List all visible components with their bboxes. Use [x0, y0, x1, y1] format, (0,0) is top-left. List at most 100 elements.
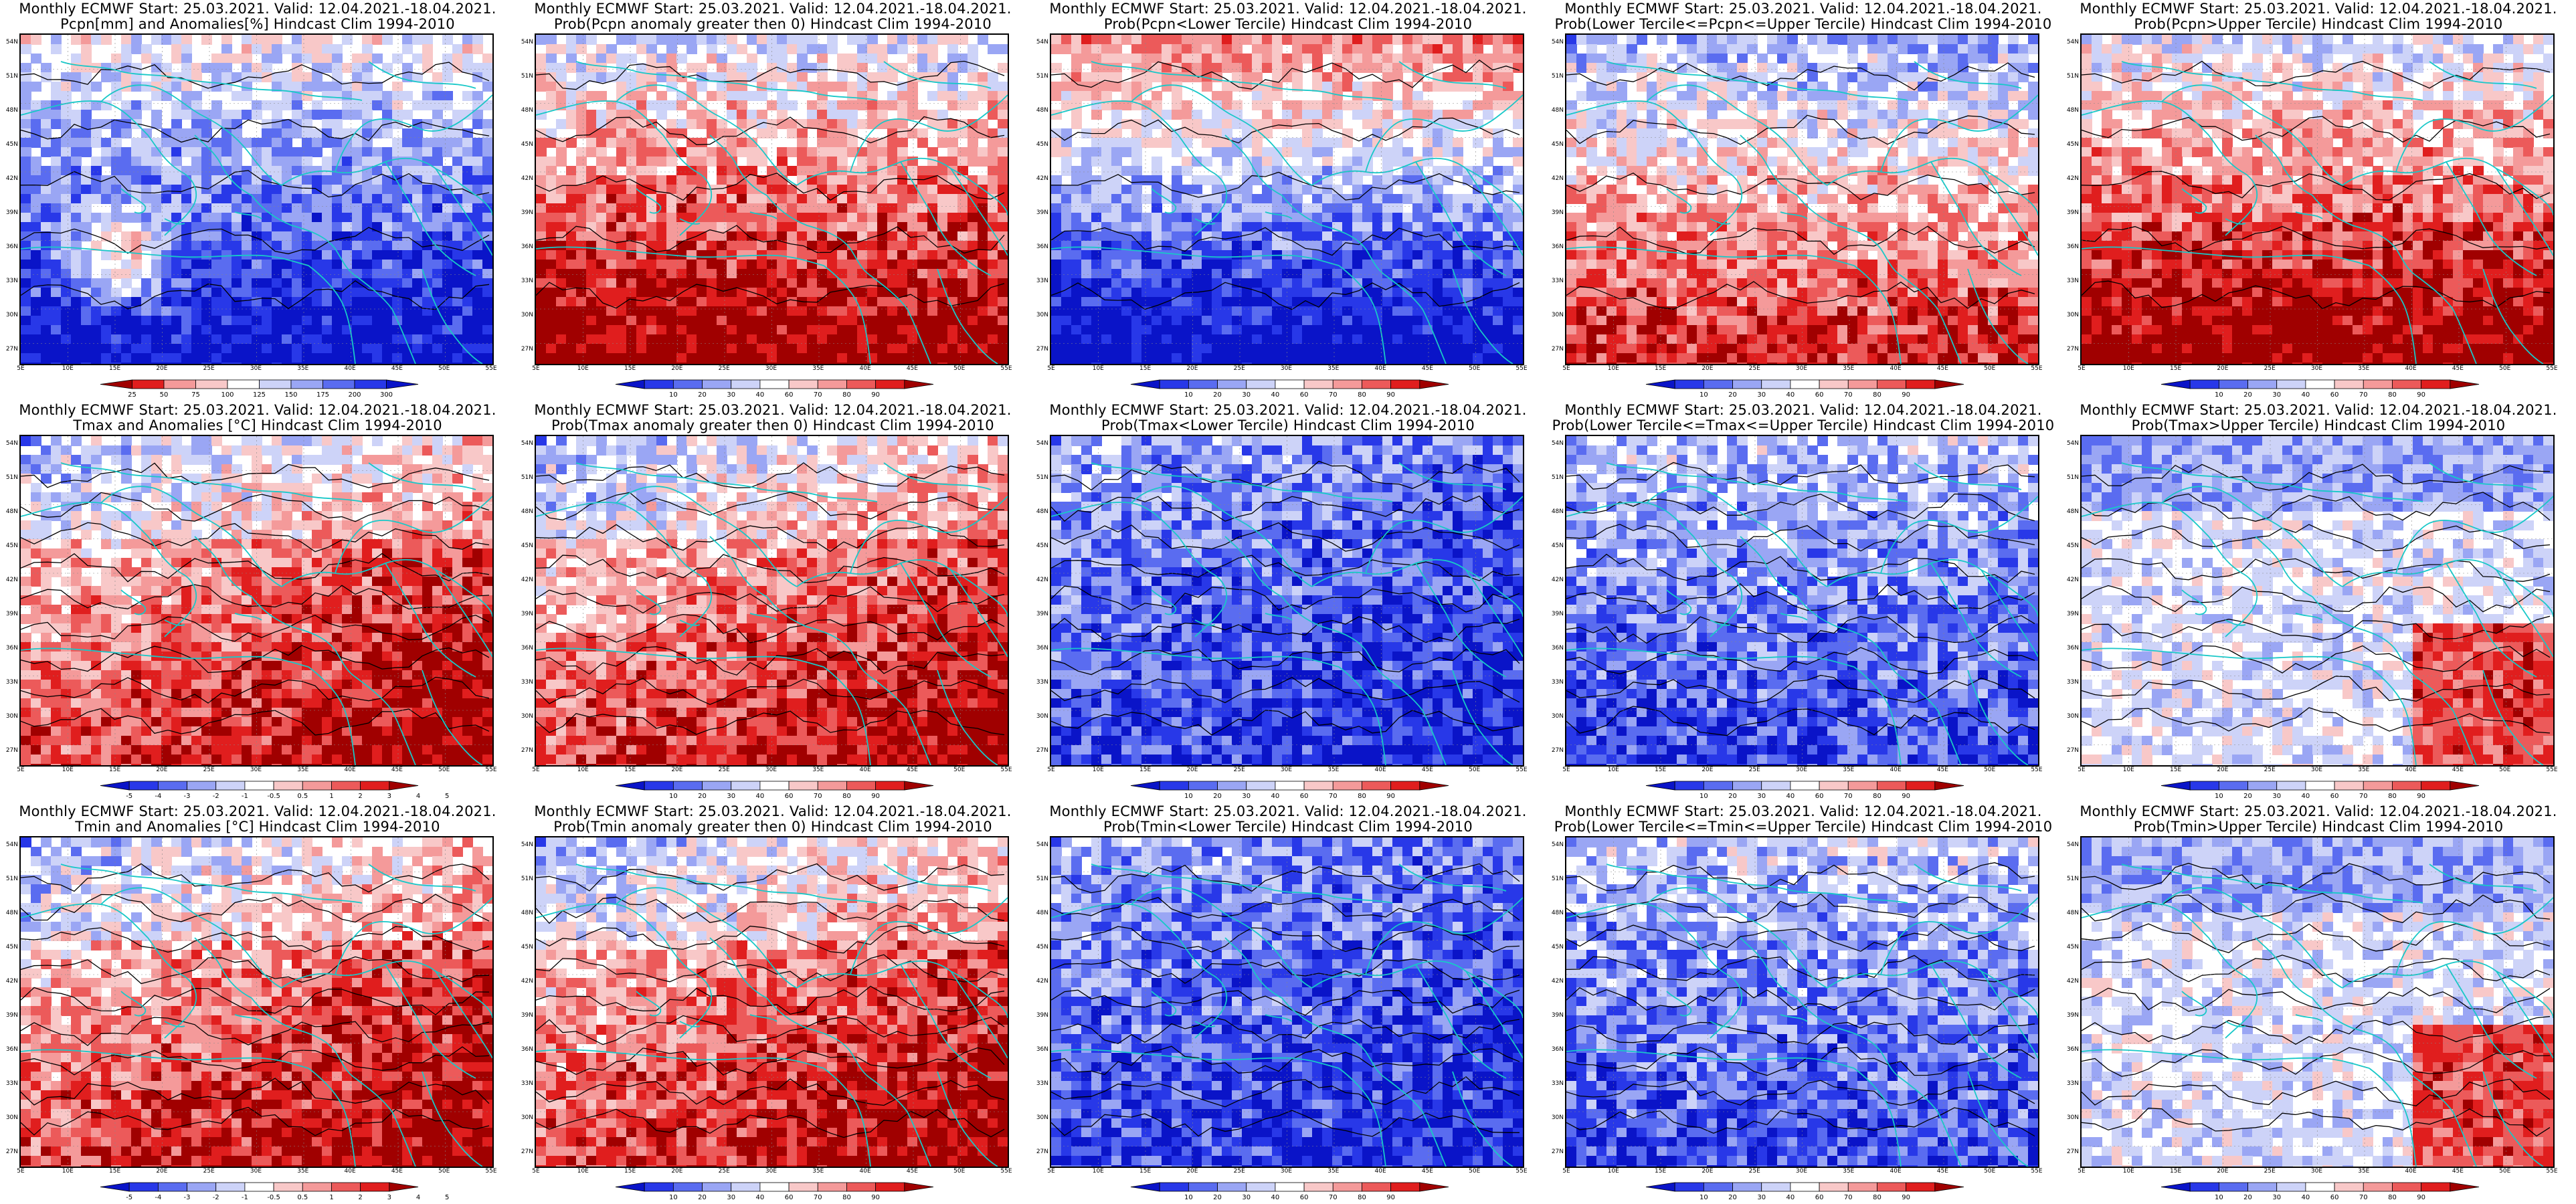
lon-label: 30E	[250, 767, 262, 773]
panel-title-line1: Monthly ECMWF Start: 25.03.2021. Valid: …	[515, 1, 1030, 17]
lon-label: 50E	[953, 365, 965, 372]
lon-label: 20E	[1186, 365, 1198, 372]
lat-label: 27N	[2063, 1148, 2079, 1155]
colorbar-tick-label: 5	[445, 793, 449, 800]
colorbar-swatch	[195, 379, 228, 389]
lon-label: 10E	[62, 365, 74, 372]
lon-label: 20E	[156, 1168, 167, 1175]
lat-label: 27N	[1548, 747, 1564, 754]
colorbar-swatch	[2363, 781, 2393, 791]
map-frame	[19, 435, 494, 767]
lat-label: 54N	[2063, 39, 2079, 45]
colorbar-swatch	[1732, 379, 1762, 389]
lon-label: 15E	[109, 365, 120, 372]
colorbar-swatch	[1877, 781, 1907, 791]
lon-label: 15E	[109, 767, 120, 773]
colorbar-swatch	[360, 781, 390, 791]
colorbar-swatch	[615, 781, 645, 791]
map-frame	[1565, 836, 2039, 1168]
colorbar-tick-label: 60	[2330, 793, 2339, 800]
lon-label: 5E	[17, 767, 24, 773]
lat-label: 48N	[1032, 107, 1048, 114]
shaded-field	[2082, 35, 2553, 364]
colorbar-tick-label: 20	[1728, 391, 1737, 399]
colorbar-tick-label: 80	[842, 1194, 851, 1201]
contour-lines	[1051, 863, 1520, 1137]
lon-label: 20E	[2217, 365, 2228, 372]
colorbar-swatch	[817, 781, 847, 791]
lon-label: 30E	[2311, 1168, 2322, 1175]
colorbar-tick-label: 90	[2417, 793, 2425, 800]
lon-label: 25E	[719, 767, 730, 773]
lon-label: 40E	[1890, 767, 1902, 773]
colorbar-tick-label: 0.5	[297, 1194, 308, 1201]
lat-label: 33N	[1548, 679, 1564, 686]
graticule	[2082, 436, 2553, 765]
colorbar-swatch	[702, 1182, 732, 1192]
colorbar-tick-label: 150	[284, 391, 297, 399]
lon-label: 5E	[2078, 767, 2085, 773]
colorbar-swatch	[731, 1182, 761, 1192]
graticule	[1566, 35, 2038, 364]
colorbar-swatch	[1130, 781, 1160, 791]
colorbar-swatch	[615, 1182, 645, 1192]
lat-label: 39N	[2063, 611, 2079, 617]
lat-label: 42N	[1548, 978, 1564, 985]
colorbar-swatch	[2334, 379, 2364, 389]
colorbar-tick-label: 30	[2272, 391, 2281, 399]
colorbar-swatch	[1790, 781, 1820, 791]
colorbar-swatch	[1906, 379, 1936, 389]
panel-title-line1: Monthly ECMWF Start: 25.03.2021. Valid: …	[0, 1, 515, 17]
colorbar-tick-label: -3	[184, 1194, 191, 1201]
graticule	[2082, 837, 2553, 1167]
lon-label: 5E	[17, 365, 24, 372]
lon-label: 20E	[671, 1168, 682, 1175]
coastlines	[1566, 61, 2038, 364]
colorbar-tick-label: -1	[242, 1194, 248, 1201]
lat-label: 48N	[2, 910, 18, 916]
colorbar-swatch	[1246, 781, 1276, 791]
graticule	[1566, 837, 2038, 1167]
colorbar-swatch	[875, 379, 905, 389]
lat-label: 45N	[1548, 141, 1564, 148]
map-panel-tmax-prob-pos: Monthly ECMWF Start: 25.03.2021. Valid: …	[515, 401, 1030, 803]
lat-label: 27N	[517, 346, 533, 353]
lon-label: 45E	[907, 1168, 918, 1175]
colorbar-swatch	[788, 1182, 818, 1192]
lon-label: 50E	[1984, 1168, 1995, 1175]
lat-label: 51N	[1032, 876, 1048, 882]
lat-label: 45N	[517, 542, 533, 549]
lon-label: 50E	[438, 365, 450, 372]
colorbar-tick-label: 70	[814, 793, 822, 800]
colorbar-swatch	[2450, 781, 2480, 791]
colorbar-swatch	[1246, 379, 1276, 389]
contour-lines	[536, 60, 1005, 309]
lon-label: 50E	[953, 1168, 965, 1175]
lon-label: 45E	[2452, 365, 2464, 372]
lat-label: 36N	[2063, 243, 2079, 250]
lat-label: 36N	[1032, 1046, 1048, 1053]
lat-label: 54N	[517, 39, 533, 45]
colorbar-tick-label: 60	[1300, 1194, 1309, 1201]
graticule	[2082, 35, 2553, 364]
lat-label: 30N	[517, 312, 533, 318]
lat-label: 48N	[2063, 508, 2079, 515]
lon-label: 35E	[1327, 365, 1339, 372]
coastlines	[1566, 864, 2038, 1167]
colorbar-tick-label: 30	[727, 1194, 735, 1201]
colorbar-swatch	[1819, 781, 1849, 791]
lat-label: 48N	[1032, 508, 1048, 515]
lat-label: 42N	[517, 577, 533, 583]
colorbar-swatch	[1934, 1182, 1964, 1192]
coastlines	[21, 462, 492, 765]
colorbar-swatch	[2392, 781, 2422, 791]
lon-label: 5E	[1047, 365, 1054, 372]
colorbar-swatch	[1246, 1182, 1276, 1192]
map-panel-pcpn-prob-pos: Monthly ECMWF Start: 25.03.2021. Valid: …	[515, 0, 1030, 401]
lat-label: 51N	[2, 474, 18, 481]
colorbar-swatch	[1703, 781, 1733, 791]
lon-label: 35E	[1327, 767, 1339, 773]
coastlines	[1566, 462, 2038, 765]
lon-label: 5E	[1562, 767, 1570, 773]
map-frame	[2080, 33, 2555, 365]
